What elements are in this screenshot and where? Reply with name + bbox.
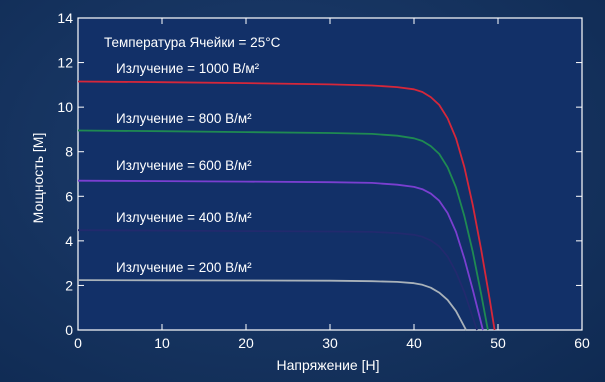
y-tick-label: 4 [65, 233, 73, 249]
y-tick-label: 12 [57, 55, 73, 71]
series-label: Излучение = 200 В/м² [116, 260, 252, 275]
series-label: Излучение = 1000 В/м² [116, 61, 260, 76]
series-label: Излучение = 400 В/м² [116, 210, 252, 225]
x-tick-label: 0 [74, 335, 82, 351]
series-line [77, 80, 496, 331]
x-tick-label: 60 [574, 335, 590, 351]
y-tick-label: 14 [57, 10, 73, 26]
plot-background [77, 17, 583, 331]
y-tick-label: 0 [65, 322, 73, 338]
x-tick-label: 30 [322, 335, 338, 351]
series-labels: Излучение = 1000 В/м² Излучение = 800 В/м… [116, 61, 260, 275]
series-label: Излучение = 600 В/м² [116, 158, 252, 173]
y-tick-label: 8 [65, 144, 73, 160]
cell-temperature-annotation: Температура Ячейки = 25°C [104, 35, 281, 50]
x-tick-label: 20 [238, 335, 254, 351]
y-tick-label: 6 [65, 188, 73, 204]
x-axis-ticks: 0 10 20 30 40 50 60 [74, 18, 590, 351]
plot-area [77, 17, 583, 331]
y-tick-label: 2 [65, 277, 73, 293]
y-axis-label: Мощность [М] [30, 133, 46, 224]
series-lines [77, 80, 496, 331]
y-axis-ticks: 0 2 4 6 8 10 12 14 [57, 10, 582, 338]
x-tick-label: 50 [490, 335, 506, 351]
y-tick-label: 10 [57, 99, 73, 115]
x-tick-label: 10 [154, 335, 170, 351]
series-line [77, 179, 484, 331]
series-line [77, 229, 478, 331]
x-tick-label: 40 [406, 335, 422, 351]
series-line [77, 279, 467, 331]
x-axis-label: Напряжение [Н] [277, 357, 380, 373]
series-label: Излучение = 800 В/м² [116, 111, 252, 126]
series-line [77, 129, 489, 331]
